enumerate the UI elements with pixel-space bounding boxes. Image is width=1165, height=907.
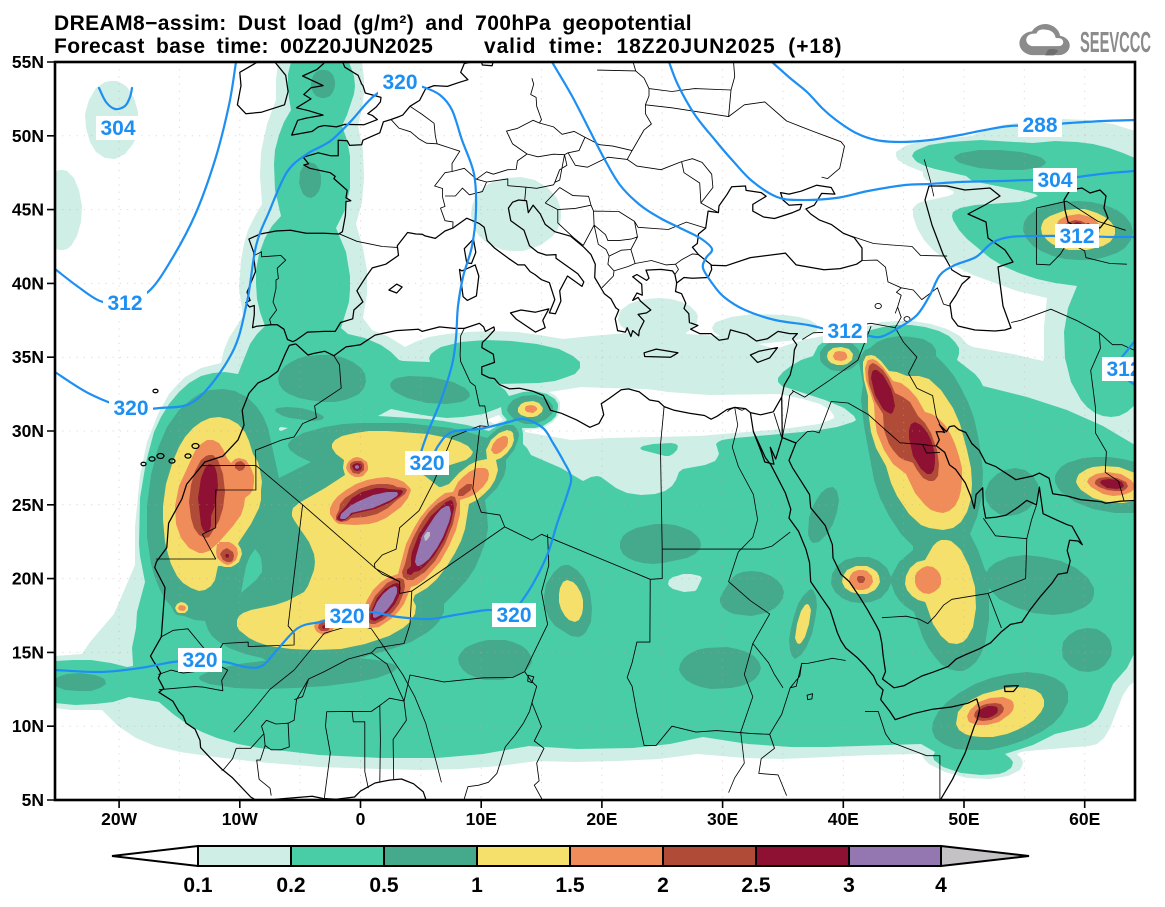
svg-text:288: 288 bbox=[1022, 114, 1057, 137]
svg-text:320: 320 bbox=[409, 452, 444, 475]
svg-text:312: 312 bbox=[1059, 225, 1094, 248]
svg-text:3: 3 bbox=[843, 874, 855, 897]
svg-text:0.2: 0.2 bbox=[276, 874, 305, 897]
svg-text:40N: 40N bbox=[12, 273, 44, 293]
svg-text:1.5: 1.5 bbox=[555, 874, 585, 897]
svg-text:20W: 20W bbox=[101, 809, 137, 829]
svg-text:15N: 15N bbox=[12, 642, 44, 662]
svg-text:320: 320 bbox=[329, 605, 364, 628]
svg-text:4: 4 bbox=[935, 874, 947, 897]
svg-text:5N: 5N bbox=[22, 790, 44, 810]
svg-text:320: 320 bbox=[382, 71, 417, 94]
svg-text:SEEVCCC: SEEVCCC bbox=[1080, 27, 1151, 59]
svg-text:Forecast base time: 00Z20JUN20: Forecast base time: 00Z20JUN2025 bbox=[54, 35, 433, 58]
svg-text:45N: 45N bbox=[12, 200, 44, 220]
svg-text:35N: 35N bbox=[12, 347, 44, 367]
svg-text:20E: 20E bbox=[586, 809, 617, 829]
svg-text:10N: 10N bbox=[12, 716, 44, 736]
svg-text:10W: 10W bbox=[222, 809, 258, 829]
svg-text:320: 320 bbox=[496, 604, 531, 627]
svg-text:0.1: 0.1 bbox=[183, 874, 213, 897]
svg-text:1: 1 bbox=[471, 874, 483, 897]
svg-text:valid time: 18Z20JUN2025 (+18): valid time: 18Z20JUN2025 (+18) bbox=[484, 35, 842, 58]
svg-text:312: 312 bbox=[1106, 358, 1141, 381]
svg-text:0: 0 bbox=[356, 809, 366, 829]
svg-text:304: 304 bbox=[1037, 169, 1072, 192]
svg-text:DREAM8−assim: Dust load (g/m²): DREAM8−assim: Dust load (g/m²) and 700hP… bbox=[54, 12, 692, 35]
svg-text:50E: 50E bbox=[948, 809, 979, 829]
svg-text:304: 304 bbox=[100, 117, 135, 140]
svg-text:60E: 60E bbox=[1069, 809, 1100, 829]
svg-text:20N: 20N bbox=[12, 569, 44, 589]
svg-text:10E: 10E bbox=[466, 809, 497, 829]
svg-text:312: 312 bbox=[107, 292, 142, 315]
svg-text:30N: 30N bbox=[12, 421, 44, 441]
svg-text:25N: 25N bbox=[12, 495, 44, 515]
svg-text:55N: 55N bbox=[12, 52, 44, 72]
svg-text:2: 2 bbox=[657, 874, 669, 897]
svg-text:320: 320 bbox=[113, 397, 148, 420]
svg-text:0.5: 0.5 bbox=[369, 874, 399, 897]
svg-text:312: 312 bbox=[827, 320, 862, 343]
svg-text:2.5: 2.5 bbox=[741, 874, 771, 897]
svg-text:320: 320 bbox=[182, 649, 217, 672]
svg-text:50N: 50N bbox=[12, 126, 44, 146]
svg-text:30E: 30E bbox=[707, 809, 738, 829]
svg-text:40E: 40E bbox=[828, 809, 859, 829]
